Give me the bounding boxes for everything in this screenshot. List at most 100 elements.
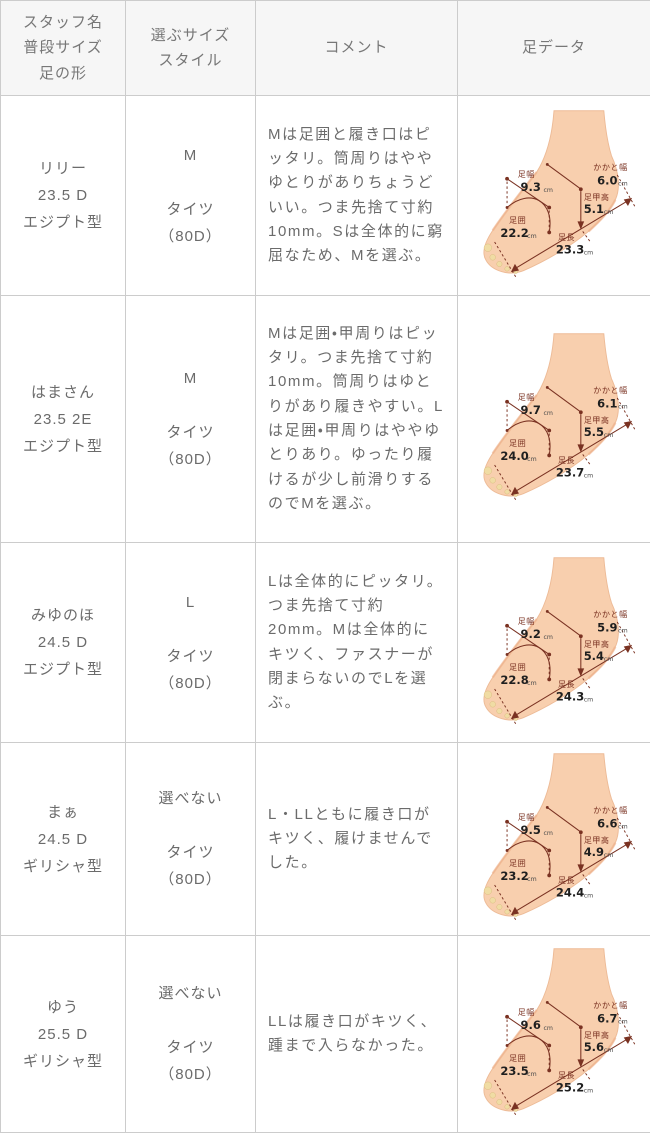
header-row: スタッフ名 普段サイズ 足の形 選ぶサイズ スタイル コメント 足データ [0,0,650,96]
staff-cell: まぁ 24.5 D ギリシャ型 [0,742,126,936]
circumference-label: 足囲 [509,214,526,224]
foot-data-cell: 足幅 9.6 cm かかと幅 6.7 cm 足甲高 5.6 cm 足囲 23.5… [457,935,650,1133]
staff-header-line3: 足の形 [38,64,87,82]
heel-width-label: かかと幅 [593,1000,627,1010]
instep-height-label: 足甲高 [584,191,610,201]
circumference-label: 足囲 [509,438,526,448]
foot-data-cell: 足幅 9.3 cm かかと幅 6.0 cm 足甲高 5.1 cm 足囲 22.2… [457,95,650,296]
staff-cell: みゆのほ 24.5 D エジプト型 [0,542,126,743]
foot-length-value: 25.2 [556,1080,584,1094]
circumference-value: 22.8 [500,673,528,687]
instep-height-value: 5.1 [584,202,604,216]
table-row: まぁ 24.5 D ギリシャ型 選べない タイツ （80D） L・LLともに履き… [0,742,650,936]
style-line1: タイツ [166,647,215,665]
foot-length-value: 24.3 [556,689,584,703]
staff-foot-shape: エジプト型 [22,661,103,678]
measurement-labels: 足幅 9.7 cm かかと幅 6.1 cm 足甲高 5.5 cm 足囲 24.0… [500,385,627,479]
staff-header-line1: スタッフ名 [22,13,103,31]
heel-width-unit: cm [618,403,627,410]
style-line1: タイツ [166,1039,215,1056]
foot-width-unit: cm [543,410,552,417]
staff-usual-size: 25.5 D [37,1025,89,1043]
heel-width-value: 6.6 [597,817,617,831]
style-line2: （80D） [159,871,222,888]
foot-illustration [483,333,619,497]
instep-height-label: 足甲高 [584,638,610,648]
style-line2: （80D） [159,451,222,468]
style-line2: （80D） [159,1066,222,1083]
size-choice: M [183,370,198,387]
circumference-label: 足囲 [509,661,526,671]
instep-height-value: 5.6 [584,1040,604,1054]
foot-width-label: 足幅 [518,392,535,402]
foot-width-unit: cm [543,830,552,837]
instep-height-unit: cm [604,852,613,859]
staff-name: はまさん [30,383,95,401]
size-style-header: 選ぶサイズ スタイル [125,0,256,96]
size-cell: M タイツ （80D） [125,295,256,543]
heel-width-value: 5.9 [597,620,617,634]
foot-width-value: 9.3 [520,180,540,194]
foot-length-label: 足長 [558,679,575,689]
foot-illustration [483,109,619,274]
staff-cell: はまさん 23.5 2E エジプト型 [0,295,126,543]
foot-length-unit: cm [584,696,593,703]
foot-diagram: 足幅 9.3 cm かかと幅 6.0 cm 足甲高 5.1 cm 足囲 22.2… [483,109,636,279]
circumference-unit: cm [527,233,536,240]
staff-cell: ゆう 25.5 D ギリシャ型 [0,935,126,1133]
foot-width-value: 9.7 [520,403,540,417]
instep-height-label: 足甲高 [584,415,610,425]
heel-width-unit: cm [618,1018,627,1025]
foot-length-value: 23.3 [556,242,584,256]
heel-width-unit: cm [618,627,627,634]
measurement-lines [494,1000,636,1117]
staff-name: まぁ [46,803,79,821]
heel-width-value: 6.7 [597,1012,617,1026]
circumference-value: 24.0 [500,449,528,463]
size-cell: 選べない タイツ （80D） [125,935,256,1133]
circumference-value: 23.2 [500,869,528,883]
staff-foot-shape: エジプト型 [22,214,103,231]
staff-name: リリー [38,160,87,177]
heel-width-unit: cm [618,823,627,830]
comment-text: Mは足囲・甲周りはピッタリ。つま先捨て寸約10mm。筒周りはゆとりがあり履きやす… [255,295,458,543]
instep-height-value: 5.5 [584,425,604,439]
size-choice: 選べない [158,985,223,1002]
measurement-lines [494,609,636,726]
foot-length-label: 足長 [558,1070,575,1080]
measurement-labels: 足幅 9.2 cm かかと幅 5.9 cm 足甲高 5.4 cm 足囲 22.8… [500,609,627,703]
foot-length-unit: cm [584,249,593,256]
table-row: リリー 23.5 D エジプト型 M タイツ （80D） Mは足囲と履き口はピッ… [0,95,650,296]
heel-width-label: かかと幅 [593,162,627,172]
measurement-lines [494,162,636,279]
foot-length-unit: cm [584,1087,593,1094]
heel-width-label: かかと幅 [593,385,627,395]
foot-length-label: 足長 [558,232,575,242]
foot-width-label: 足幅 [518,1007,535,1017]
circumference-value: 23.5 [500,1064,528,1078]
size-cell: 選べない タイツ （80D） [125,742,256,936]
table-row: ゆう 25.5 D ギリシャ型 選べない タイツ （80D） LLは履き口がキツ… [0,935,650,1133]
comment-text: Mは足囲と履き口はピッタリ。筒周りはややゆとりがありちょうどいい。つま先捨て寸約… [255,95,458,296]
comment-text: L・LLともに履き口がキツく、履けませんでした。 [255,742,458,936]
staff-name: みゆのほ [30,607,95,624]
foot-data-cell: 足幅 9.2 cm かかと幅 5.9 cm 足甲高 5.4 cm 足囲 22.8… [457,542,650,743]
instep-height-value: 4.9 [584,845,604,859]
size-header-line1: 選ぶサイズ [150,26,231,44]
measurement-labels: 足幅 9.5 cm かかと幅 6.6 cm 足甲高 4.9 cm 足囲 23.2… [500,805,627,899]
comment-text: LLは履き口がキツく、踵まで入らなかった。 [255,935,458,1133]
measurement-labels: 足幅 9.3 cm かかと幅 6.0 cm 足甲高 5.1 cm 足囲 22.2… [500,162,627,256]
foot-data-cell: 足幅 9.7 cm かかと幅 6.1 cm 足甲高 5.5 cm 足囲 24.0… [457,295,650,543]
foot-illustration [483,948,619,1112]
foot-diagram: 足幅 9.7 cm かかと幅 6.1 cm 足甲高 5.5 cm 足囲 24.0… [483,333,636,502]
size-cell: M タイツ （80D） [125,95,256,296]
staff-cell: リリー 23.5 D エジプト型 [0,95,126,296]
foot-width-value: 9.2 [520,627,540,641]
style-line1: タイツ [166,844,215,861]
size-choice: L [185,593,196,611]
circumference-label: 足囲 [509,1053,526,1063]
size-header-line2: スタイル [158,52,223,69]
circumference-label: 足囲 [509,858,526,868]
circumference-unit: cm [527,1071,536,1078]
